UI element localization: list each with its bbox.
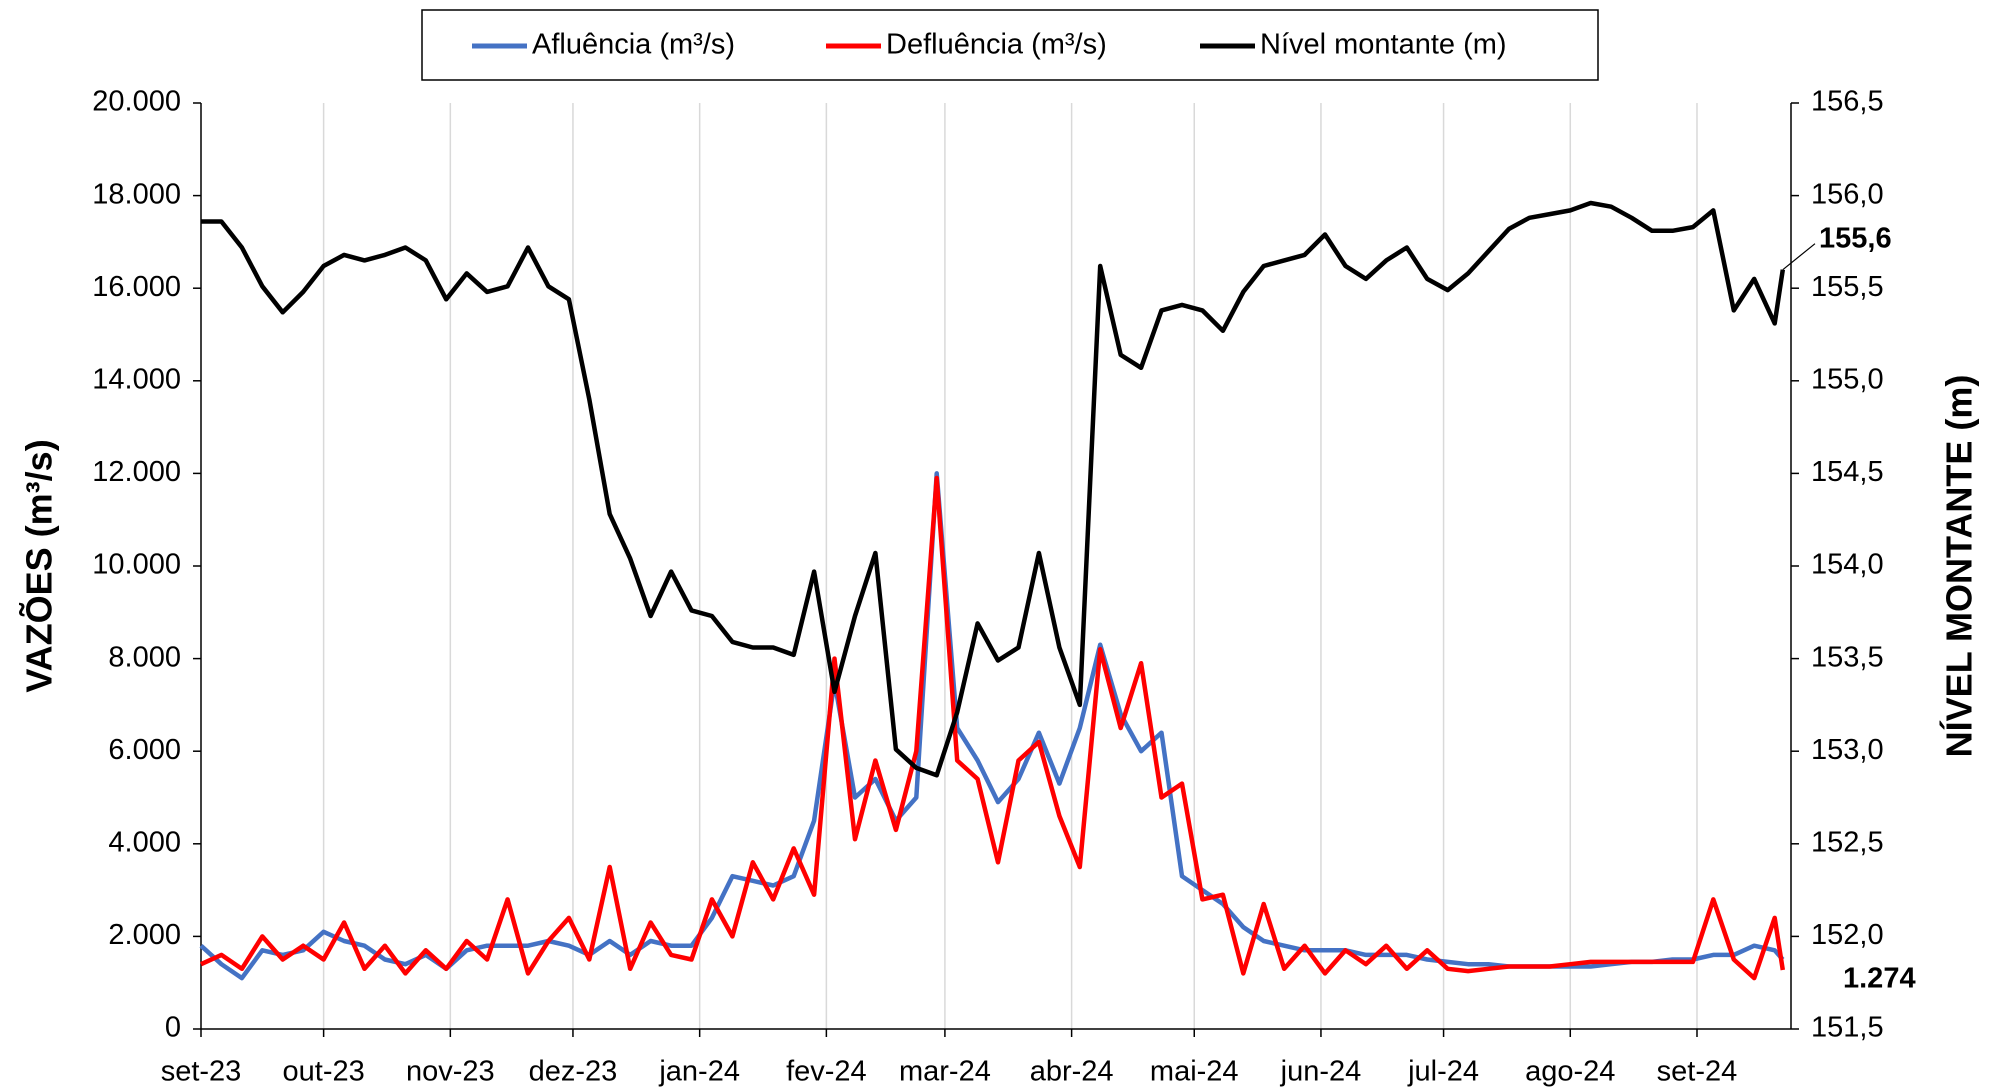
x-tick-label: fev-24	[786, 1056, 867, 1088]
y2-tick-label: 153,5	[1811, 641, 1884, 673]
y-tick-label: 14.000	[92, 363, 181, 395]
y-tick-label: 18.000	[92, 178, 181, 210]
x-tick-label: dez-23	[529, 1056, 618, 1088]
series-line	[200, 475, 1786, 981]
y2-tick-label: 152,5	[1811, 826, 1884, 858]
end-label: 1.274	[1843, 963, 1916, 995]
y2-tick-label: 153,0	[1811, 734, 1884, 766]
y-tick-label: 6.000	[108, 734, 181, 766]
x-tick-label: ago-24	[1525, 1056, 1615, 1088]
x-tick-label: jun-24	[1280, 1056, 1362, 1088]
y-axis-title: VAZÕES (m³/s)	[18, 439, 60, 692]
y2-tick-label: 156,0	[1811, 178, 1884, 210]
y2-axis-title: NÍVEL MONTANTE (m)	[1939, 375, 1980, 758]
x-tick-label: mar-24	[899, 1056, 991, 1088]
x-tick-label: nov-23	[406, 1056, 495, 1088]
y-tick-label: 10.000	[92, 549, 181, 581]
legend-label: Nível montante (m)	[1260, 29, 1507, 61]
series-line	[199, 471, 1785, 981]
y-tick-label: 0	[165, 1012, 181, 1044]
y2-tick-label: 154,5	[1811, 456, 1884, 488]
legend-label: Defluência (m³/s)	[886, 29, 1107, 61]
x-tick-label: abr-24	[1030, 1056, 1114, 1088]
x-tick-label: mai-24	[1150, 1056, 1239, 1088]
x-tick-label: set-24	[1657, 1056, 1738, 1088]
legend-label: Afluência (m³/s)	[532, 29, 735, 61]
y-tick-label: 2.000	[108, 919, 181, 951]
y2-tick-label: 156,5	[1811, 86, 1884, 118]
y-tick-label: 4.000	[108, 826, 181, 858]
y-tick-label: 8.000	[108, 641, 181, 673]
y2-tick-label: 155,5	[1811, 271, 1884, 303]
y2-tick-label: 151,5	[1811, 1012, 1884, 1044]
x-tick-label: out-23	[283, 1056, 365, 1088]
x-tick-label: set-23	[161, 1056, 242, 1088]
x-tick-label: jan-24	[658, 1056, 740, 1088]
series-line	[201, 200, 1786, 778]
y-tick-label: 16.000	[92, 271, 181, 303]
y2-tick-label: 154,0	[1811, 549, 1884, 581]
legend-box	[421, 9, 1599, 81]
y2-tick-label: 152,0	[1811, 919, 1884, 951]
y2-tick-label: 155,0	[1811, 363, 1884, 395]
y-tick-label: 20.000	[92, 86, 181, 118]
label-leader	[1782, 243, 1816, 271]
y-tick-label: 12.000	[92, 456, 181, 488]
end-label: 155,6	[1819, 222, 1892, 254]
x-tick-label: jul-24	[1407, 1056, 1479, 1088]
